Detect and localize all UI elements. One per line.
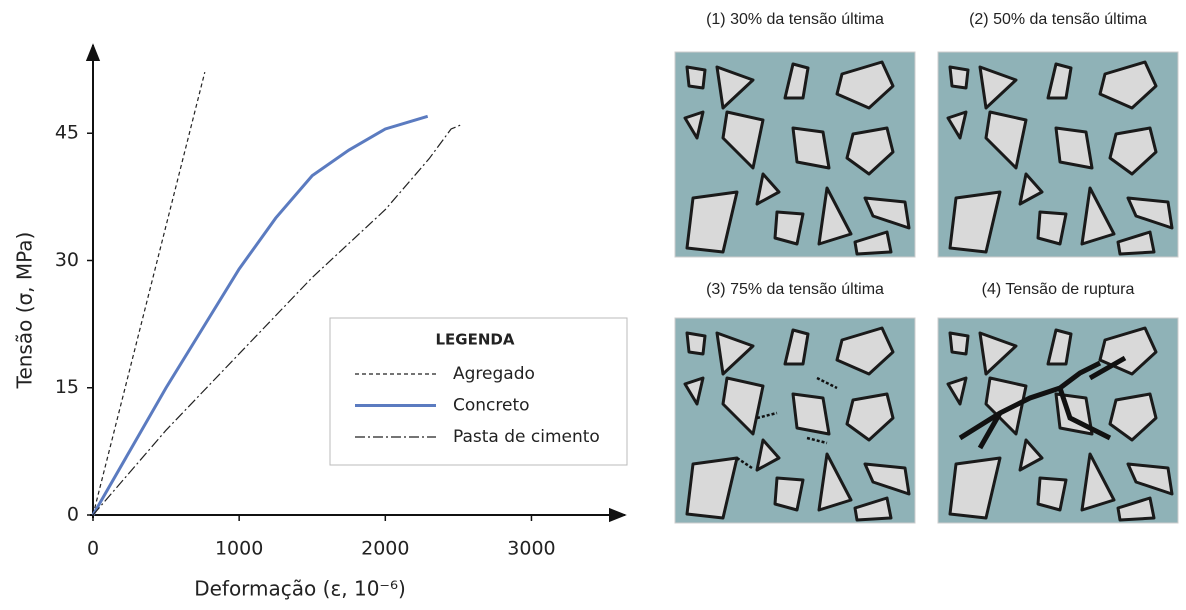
legend-label: Pasta de cimento (453, 427, 600, 447)
panel-caption: (4) Tensão de ruptura (982, 281, 1135, 298)
x-tick-label: 3000 (507, 538, 555, 560)
figure: Deformação (ε, 10⁻⁶) Tensão (σ, MPa) 0 10… (0, 0, 1186, 606)
y-tick-label: 15 (55, 376, 79, 398)
panels: (1) 30% da tensão última (2) 50% da tensã… (675, 11, 1178, 523)
legend-title: LEGENDA (436, 331, 515, 349)
y-tick-label: 45 (55, 122, 79, 144)
series-line (93, 72, 205, 515)
x-tick-label: 0 (87, 538, 99, 560)
panel-caption: (3) 75% da tensão última (706, 281, 884, 298)
panel-caption: (1) 30% da tensão última (706, 11, 884, 28)
plot: 0 1000 2000 3000 0 15 30 45 (55, 72, 556, 559)
x-axis-label: Deformação (ε, 10⁻⁶) (194, 577, 406, 601)
y-tick-label: 30 (55, 249, 79, 271)
legend-label: Agregado (453, 364, 535, 384)
y-axis-label: Tensão (σ, MPa) (13, 232, 37, 390)
y-tick-label: 0 (67, 504, 79, 526)
legend-label: Concreto (453, 396, 530, 416)
panel-caption: (2) 50% da tensão última (969, 11, 1147, 28)
x-tick-label: 1000 (215, 538, 263, 560)
x-tick-label: 2000 (361, 538, 409, 560)
